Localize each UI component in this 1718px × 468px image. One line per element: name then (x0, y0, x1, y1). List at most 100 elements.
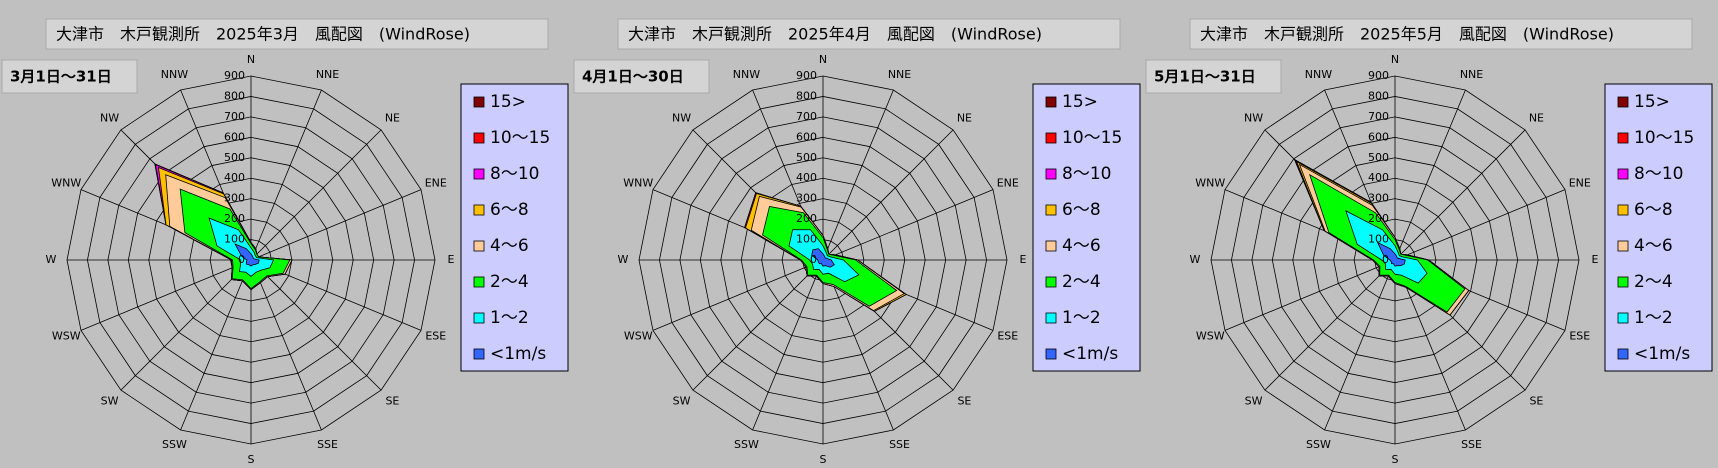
legend-label: 15> (1634, 92, 1670, 112)
r-tick-label: 200 (1368, 212, 1389, 225)
windrose-chart: 大津市 木戸観測所 2025年5月 風配図 (WindRose) 5月1日〜31日… (1145, 18, 1713, 466)
direction-label: W (46, 253, 57, 266)
legend-swatch (1045, 240, 1057, 252)
legend-label: 1〜2 (490, 308, 529, 328)
direction-label: SE (957, 394, 971, 407)
chart-title: 大津市 木戸観測所 2025年4月 風配図 (WindRose) (628, 25, 1042, 44)
legend-label: 8〜10 (490, 164, 539, 184)
legend-swatch (1045, 168, 1057, 180)
legend-swatch (1617, 348, 1629, 360)
legend-label: 6〜8 (490, 200, 529, 220)
spoke (1224, 259, 1396, 331)
legend-label: 6〜8 (1634, 200, 1673, 220)
direction-label: WNW (51, 176, 81, 189)
speed-area (811, 248, 835, 268)
chart-subtitle: 4月1日〜30日 (582, 68, 684, 86)
legend-label: 1〜2 (1062, 308, 1101, 328)
legend-label: 4〜6 (490, 236, 529, 256)
subtitle-box (573, 59, 710, 94)
legend-swatch (1045, 204, 1057, 216)
spoke (652, 259, 824, 331)
legend-label: 15> (490, 92, 526, 112)
r-tick-label: 0 (1382, 253, 1389, 266)
direction-label: ENE (1569, 176, 1591, 189)
legend-swatch (1045, 276, 1057, 288)
direction-label: SW (1245, 394, 1263, 407)
spoke (250, 259, 322, 431)
direction-label: ENE (997, 176, 1019, 189)
spoke (1394, 259, 1466, 431)
legend-label: 10〜15 (1634, 128, 1694, 148)
spoke (250, 259, 382, 391)
r-tick-label: 300 (224, 192, 245, 205)
legend-swatch (1617, 276, 1629, 288)
r-tick-label: 800 (224, 89, 245, 102)
legend-label: 8〜10 (1634, 164, 1683, 184)
legend-swatch (473, 276, 485, 288)
r-tick-label: 600 (796, 130, 817, 143)
r-tick-label: 200 (224, 212, 245, 225)
r-tick-label: 700 (224, 110, 245, 123)
direction-label: ESE (425, 330, 446, 343)
spoke (822, 129, 954, 261)
subtitle-box (1145, 59, 1282, 94)
r-tick-label: 0 (810, 253, 817, 266)
legend-swatch (473, 204, 485, 216)
legend-label: 2〜4 (490, 272, 529, 292)
title-box (45, 18, 549, 50)
direction-label: SSE (889, 438, 910, 451)
direction-label: SSW (162, 438, 187, 451)
r-tick-label: 500 (224, 151, 245, 164)
chart-subtitle: 3月1日〜31日 (10, 68, 112, 86)
legend-label: 2〜4 (1062, 272, 1101, 292)
direction-label: NW (1244, 112, 1263, 125)
direction-label: N (819, 53, 827, 66)
r-tick-label: 500 (1368, 151, 1389, 164)
subtitle-box (1, 59, 138, 94)
spoke (692, 259, 824, 391)
r-tick-label: 100 (1368, 233, 1389, 246)
direction-label: E (1592, 253, 1599, 266)
legend-label: 8〜10 (1062, 164, 1111, 184)
legend-label: 2〜4 (1634, 272, 1673, 292)
legend-swatch (473, 168, 485, 180)
direction-label: SW (101, 394, 119, 407)
legend-swatch (1617, 132, 1629, 144)
r-tick-label: 0 (238, 253, 245, 266)
direction-label: ESE (997, 330, 1018, 343)
legend-swatch (473, 348, 485, 360)
direction-label: NE (1529, 112, 1544, 125)
legend-label: 10〜15 (490, 128, 550, 148)
spoke (80, 259, 252, 331)
direction-label: NE (957, 112, 972, 125)
direction-label: S (248, 453, 255, 466)
legend-label: 6〜8 (1062, 200, 1101, 220)
direction-label: N (1391, 53, 1399, 66)
title-box (617, 18, 1121, 50)
direction-label: NNW (733, 68, 760, 81)
direction-label: N (247, 53, 255, 66)
speed-area (1376, 241, 1406, 267)
spoke (1394, 189, 1566, 261)
r-tick-label: 900 (1368, 69, 1389, 82)
direction-label: ENE (425, 176, 447, 189)
direction-label: E (448, 253, 455, 266)
direction-label: WSW (1196, 330, 1225, 343)
legend-swatch (1045, 312, 1057, 324)
legend-swatch (473, 312, 485, 324)
spoke (1394, 129, 1526, 261)
direction-label: SW (673, 394, 691, 407)
r-tick-label: 600 (1368, 130, 1389, 143)
spoke (250, 89, 322, 261)
windrose-chart: 大津市 木戸観測所 2025年4月 風配図 (WindRose) 4月1日〜30日… (573, 18, 1141, 466)
title-box (1189, 18, 1693, 50)
legend-label: 15> (1062, 92, 1098, 112)
spoke (822, 89, 894, 261)
direction-label: NNE (1460, 68, 1483, 81)
legend-swatch (1617, 96, 1629, 108)
r-tick-label: 900 (796, 69, 817, 82)
r-tick-label: 100 (224, 233, 245, 246)
legend-swatch (1617, 168, 1629, 180)
spoke (180, 259, 252, 431)
